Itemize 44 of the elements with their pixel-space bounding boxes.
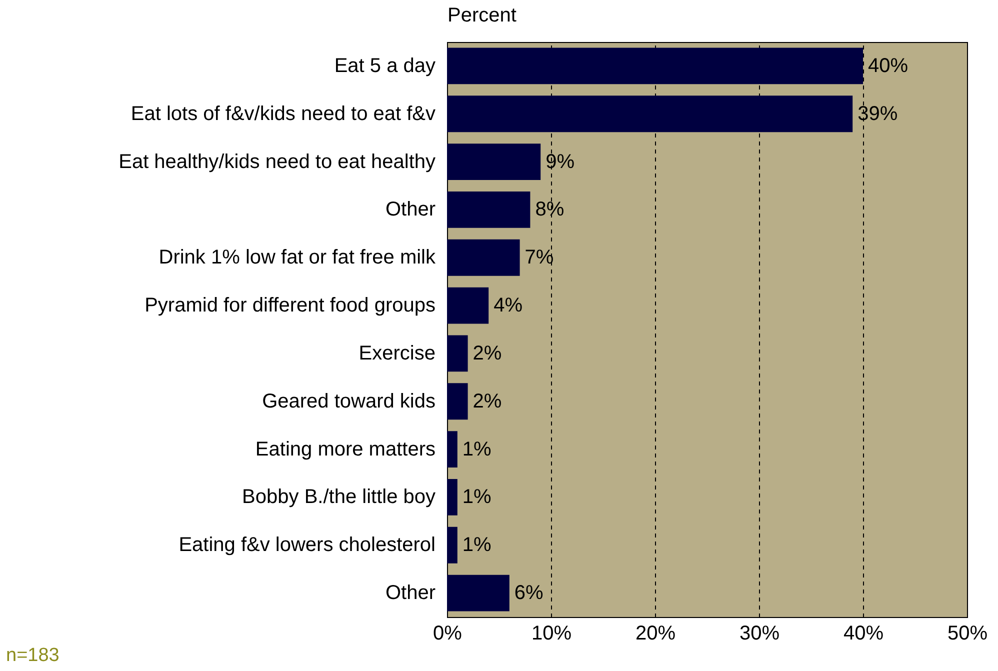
x-axis-title: Percent: [448, 4, 517, 26]
bar: [447, 96, 853, 132]
bar: [447, 48, 863, 84]
y-tick-label: Eating f&v lowers cholesterol: [178, 534, 436, 556]
bar: [447, 479, 458, 516]
y-tick-label: Eat 5 a day: [334, 54, 436, 77]
y-tick-label: Eating more matters: [255, 438, 436, 460]
x-tick-label: 50%: [947, 622, 988, 644]
data-label: 9%: [546, 150, 575, 173]
data-label: 8%: [535, 198, 564, 221]
y-tick-label: Geared toward kids: [262, 390, 436, 412]
data-label: 40%: [868, 54, 908, 77]
data-label: 1%: [462, 534, 492, 556]
bar: [447, 287, 489, 324]
bar: [447, 526, 458, 564]
data-label: 39%: [858, 102, 898, 125]
x-tick-label: 30%: [739, 622, 780, 644]
bar: [447, 574, 510, 612]
y-tick-label: Eat healthy/kids need to eat healthy: [118, 150, 436, 173]
y-tick-label: Pyramid for different food groups: [144, 294, 436, 317]
text: n=183: [6, 645, 60, 667]
y-tick-label: Other: [385, 582, 436, 604]
data-label: 2%: [472, 342, 502, 364]
bar: [447, 431, 458, 468]
y-tick-label: Other: [385, 198, 436, 221]
y-tick-label: Exercise: [358, 342, 436, 364]
bar: [447, 144, 541, 180]
bar: [447, 192, 530, 228]
data-label: 6%: [514, 582, 544, 604]
data-label: 4%: [494, 294, 523, 317]
data-label: 1%: [462, 438, 492, 460]
x-tick-label: 20%: [635, 622, 676, 644]
data-label: 7%: [524, 246, 554, 269]
x-tick-label: 10%: [531, 622, 572, 644]
bar: [447, 239, 520, 276]
data-label: 1%: [462, 486, 492, 508]
y-tick-label: Drink 1% low fat or fat free milk: [158, 246, 436, 269]
bar: [447, 335, 468, 372]
x-tick-label: 0%: [433, 622, 462, 644]
y-tick-label: Eat lots of f&v/kids need to eat f&v: [130, 102, 436, 125]
data-label: 2%: [472, 390, 502, 412]
bar: [447, 383, 468, 420]
x-tick-label: 40%: [843, 622, 884, 644]
y-tick-label: Bobby B./the little boy: [242, 486, 436, 508]
